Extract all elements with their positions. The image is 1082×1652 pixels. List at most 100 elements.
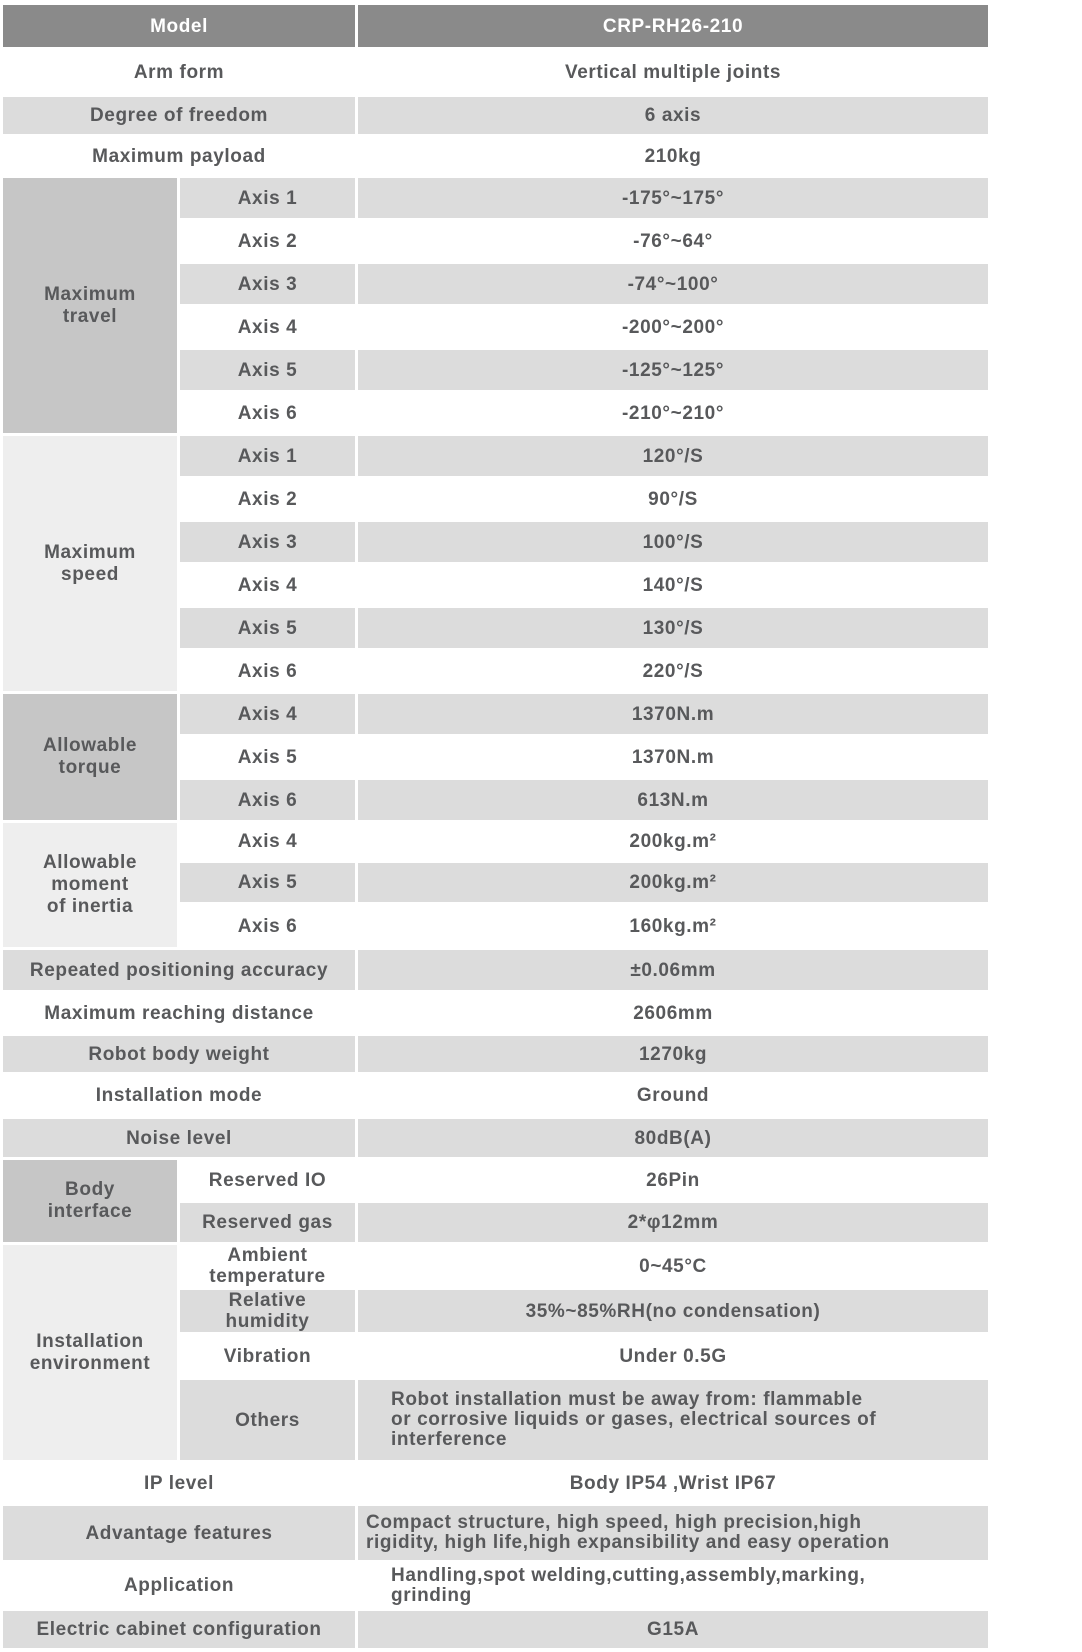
spec-row: Axis 6 613N.m bbox=[3, 780, 989, 820]
spec-row: Axis 2 -76°~64° bbox=[3, 221, 989, 261]
spec-row: IP level Body IP54 ,Wrist IP67 bbox=[3, 1463, 989, 1503]
axis-value: 1370N.m bbox=[358, 737, 989, 777]
sub-label: Relative humidity bbox=[180, 1290, 356, 1332]
row-value: Handling,spot welding,cutting,assembly,m… bbox=[358, 1563, 989, 1608]
axis-value: 1370N.m bbox=[358, 694, 989, 734]
spec-row: Axis 5 200kg.m² bbox=[3, 863, 989, 902]
row-label: Arm form bbox=[3, 50, 356, 94]
axis-label: Axis 5 bbox=[180, 737, 356, 777]
group-label-allowable-torque: Allowable torque bbox=[3, 694, 177, 820]
spec-row: Axis 4 140°/S bbox=[3, 565, 989, 605]
spec-row: Relative humidity 35%~85%RH(no condensat… bbox=[3, 1290, 989, 1332]
spec-row: Installation mode Ground bbox=[3, 1075, 989, 1116]
group-label-maximum-travel: Maximum travel bbox=[3, 178, 177, 433]
spec-row: Axis 5 130°/S bbox=[3, 608, 989, 648]
axis-label: Axis 6 bbox=[180, 651, 356, 691]
sub-label: Others bbox=[180, 1380, 356, 1460]
spec-row: Axis 5 1370N.m bbox=[3, 737, 989, 777]
row-value: Ground bbox=[358, 1075, 989, 1116]
row-value: 80dB(A) bbox=[358, 1119, 989, 1157]
axis-value: -175°~175° bbox=[358, 178, 989, 218]
spec-row: Axis 5 -125°~125° bbox=[3, 350, 989, 390]
spec-row: Application Handling,spot welding,cuttin… bbox=[3, 1563, 989, 1608]
row-value: G15A bbox=[358, 1611, 989, 1648]
axis-value: 130°/S bbox=[358, 608, 989, 648]
row-label: Maximum reaching distance bbox=[3, 993, 356, 1033]
spec-row: Advantage features Compact structure, hi… bbox=[3, 1506, 989, 1560]
axis-label: Axis 3 bbox=[180, 522, 356, 562]
axis-label: Axis 6 bbox=[180, 393, 356, 433]
row-value: Body IP54 ,Wrist IP67 bbox=[358, 1463, 989, 1503]
spec-table: Model CRP-RH26-210 Arm form Vertical mul… bbox=[0, 2, 991, 1651]
spec-row: Installation environment Ambient tempera… bbox=[3, 1245, 989, 1460]
row-value: Vertical multiple joints bbox=[358, 50, 989, 94]
axis-value: 160kg.m² bbox=[358, 905, 989, 947]
group-label-body-interface: Body interface bbox=[3, 1160, 177, 1242]
spec-row: Arm form Vertical multiple joints bbox=[3, 50, 989, 94]
axis-value: -200°~200° bbox=[358, 307, 989, 347]
spec-row: Electric cabinet configuration G15A bbox=[3, 1611, 989, 1648]
axis-value: 200kg.m² bbox=[358, 823, 989, 860]
sub-label: Reserved IO bbox=[180, 1160, 356, 1200]
axis-value: -76°~64° bbox=[358, 221, 989, 261]
sub-label: Reserved gas bbox=[180, 1203, 356, 1242]
row-label: Noise level bbox=[3, 1119, 356, 1157]
axis-value: 220°/S bbox=[358, 651, 989, 691]
row-label: Robot body weight bbox=[3, 1036, 356, 1072]
spec-row: Allowable moment of inertia Axis 4 200kg… bbox=[3, 823, 989, 947]
sub-value: 26Pin bbox=[358, 1160, 989, 1200]
spec-row: Maximum reaching distance 2606mm bbox=[3, 993, 989, 1033]
spec-row: Robot body weight 1270kg bbox=[3, 1036, 989, 1072]
row-value: 210kg bbox=[358, 137, 989, 175]
spec-row: Repeated positioning accuracy ±0.06mm bbox=[3, 950, 989, 990]
axis-label: Axis 4 bbox=[180, 307, 356, 347]
sub-value: Robot installation must be away from: fl… bbox=[358, 1380, 989, 1460]
sub-value: 35%~85%RH(no condensation) bbox=[358, 1290, 989, 1332]
axis-label: Axis 4 bbox=[180, 823, 356, 860]
row-value: 1270kg bbox=[358, 1036, 989, 1072]
spec-row: Axis 6 220°/S bbox=[3, 651, 989, 691]
spec-row: Axis 6 -210°~210° bbox=[3, 393, 989, 433]
axis-value: 100°/S bbox=[358, 522, 989, 562]
axis-value: 613N.m bbox=[358, 780, 989, 820]
spec-row: Noise level 80dB(A) bbox=[3, 1119, 989, 1157]
axis-label: Axis 1 bbox=[180, 178, 356, 218]
header-row: Model CRP-RH26-210 bbox=[3, 5, 989, 47]
spec-row: Axis 4 -200°~200° bbox=[3, 307, 989, 347]
spec-row: Reserved gas 2*φ12mm bbox=[3, 1203, 989, 1242]
axis-label: Axis 2 bbox=[180, 479, 356, 519]
spec-row: Axis 3 -74°~100° bbox=[3, 264, 989, 304]
axis-label: Axis 4 bbox=[180, 694, 356, 734]
spec-row: Vibration Under 0.5G bbox=[3, 1335, 989, 1377]
spec-row: Others Robot installation must be away f… bbox=[3, 1380, 989, 1460]
row-label: Maximum payload bbox=[3, 137, 356, 175]
axis-value: -74°~100° bbox=[358, 264, 989, 304]
row-label: Installation mode bbox=[3, 1075, 356, 1116]
axis-label: Axis 2 bbox=[180, 221, 356, 261]
header-label: Model bbox=[3, 5, 356, 47]
row-label: IP level bbox=[3, 1463, 356, 1503]
row-label: Electric cabinet configuration bbox=[3, 1611, 356, 1648]
header-value: CRP-RH26-210 bbox=[358, 5, 989, 47]
spec-row: Body interface Reserved IO 26Pin bbox=[3, 1160, 989, 1242]
row-value: Compact structure, high speed, high prec… bbox=[358, 1506, 989, 1560]
axis-value: 90°/S bbox=[358, 479, 989, 519]
axis-label: Axis 6 bbox=[180, 905, 356, 947]
sub-value: Under 0.5G bbox=[358, 1335, 989, 1377]
sub-label: Ambient temperature bbox=[180, 1245, 356, 1287]
group-label-maximum-speed: Maximum speed bbox=[3, 436, 177, 691]
axis-label: Axis 4 bbox=[180, 565, 356, 605]
axis-label: Axis 5 bbox=[180, 608, 356, 648]
group-label-allowable-inertia: Allowable moment of inertia bbox=[3, 823, 177, 947]
row-value: 6 axis bbox=[358, 97, 989, 134]
spec-row: Axis 2 90°/S bbox=[3, 479, 989, 519]
row-label: Advantage features bbox=[3, 1506, 356, 1560]
spec-row: Maximum speed Axis 1 120°/S bbox=[3, 436, 989, 691]
row-value: ±0.06mm bbox=[358, 950, 989, 990]
axis-value: -210°~210° bbox=[358, 393, 989, 433]
group-label-installation-environment: Installation environment bbox=[3, 1245, 177, 1460]
axis-value: 200kg.m² bbox=[358, 863, 989, 902]
axis-label: Axis 1 bbox=[180, 436, 356, 476]
row-label: Repeated positioning accuracy bbox=[3, 950, 356, 990]
spec-row: Axis 6 160kg.m² bbox=[3, 905, 989, 947]
